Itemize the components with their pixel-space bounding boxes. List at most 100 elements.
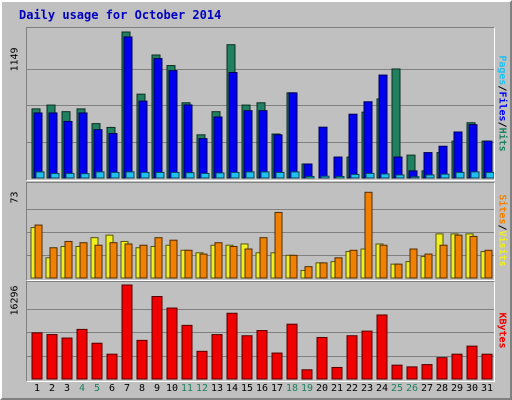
kbytes-bar-day-23 (361, 330, 373, 380)
kbytes-bar-day-17 (271, 352, 283, 380)
files-bar-day-12 (198, 138, 208, 179)
kbytes-bar-day-4 (76, 328, 88, 380)
kbytes-max-value: 16296 (9, 284, 21, 316)
usage-legend-text: Pages/Files/Hits (497, 55, 508, 151)
x-tick-label-day-1: 1 (33, 383, 41, 394)
pages-bar-day-15 (245, 171, 255, 179)
pages-bar-day-28 (440, 173, 450, 179)
sites-bar-day-31 (484, 249, 493, 279)
sites-bar-day-6 (109, 242, 118, 279)
legend-entry: / (496, 223, 508, 231)
kbytes-bar-day-5 (91, 342, 103, 380)
kbytes-bar-day-6 (106, 353, 118, 380)
x-tick-label-day-2: 2 (48, 383, 56, 394)
kbytes-bar-day-25 (391, 364, 403, 380)
pages-bar-day-20 (320, 175, 330, 179)
legend-entry: / (496, 121, 508, 128)
pages-bar-day-24 (380, 173, 390, 179)
files-bar-day-21 (333, 156, 343, 179)
x-tick-label-day-15: 15 (240, 383, 254, 394)
files-bar-day-16 (258, 110, 268, 179)
x-tick-label-day-17: 17 (270, 383, 284, 394)
files-bar-day-23 (363, 101, 373, 179)
files-bar-day-13 (213, 116, 223, 179)
kbytes-bar-day-24 (376, 314, 388, 380)
kbytes-bar-day-2 (46, 334, 58, 380)
pages-bar-day-14 (230, 171, 240, 179)
x-tick-label-day-26: 26 (405, 383, 419, 394)
kbytes-bar-day-27 (421, 364, 433, 380)
pages-bar-day-31 (485, 171, 494, 179)
files-bar-day-14 (228, 72, 238, 179)
pages-bar-day-10 (170, 171, 180, 179)
x-tick-label-day-19: 19 (300, 383, 314, 394)
pages-bar-day-7 (125, 171, 135, 179)
files-bar-day-1 (33, 112, 43, 179)
pages-bar-day-21 (335, 175, 345, 179)
x-tick-label-day-18: 18 (285, 383, 299, 394)
visits-max-value: 73 (9, 190, 21, 204)
files-bar-day-28 (438, 145, 448, 179)
pages-bar-day-1 (35, 171, 45, 179)
x-tick-label-day-3: 3 (63, 383, 71, 394)
usage-max-value: 1149 (9, 46, 21, 72)
files-bar-day-6 (108, 133, 118, 179)
kbytes-bar-day-8 (136, 339, 148, 380)
files-bar-day-11 (183, 104, 193, 179)
legend-entry: Sites (496, 193, 508, 224)
visits-legend-text: Sites/Visits (497, 194, 508, 266)
kbytes-bar-day-14 (226, 312, 238, 380)
legend-entry: Files (496, 90, 508, 122)
x-tick-label-day-11: 11 (180, 383, 194, 394)
pages-bar-day-23 (365, 172, 375, 179)
x-tick-label-day-8: 8 (138, 383, 146, 394)
sites-bar-day-5 (94, 244, 103, 279)
kbytes-plot (27, 284, 494, 380)
sites-bar-day-8 (139, 244, 148, 279)
files-bar-day-18 (288, 92, 298, 179)
kbytes-bar-day-19 (301, 369, 313, 380)
files-bar-day-7 (123, 36, 133, 179)
pages-bar-day-3 (65, 172, 75, 179)
x-tick-label-day-24: 24 (375, 383, 389, 394)
sites-bar-day-30 (469, 235, 478, 279)
sites-bar-day-13 (214, 242, 223, 279)
x-tick-label-day-20: 20 (315, 383, 329, 394)
legend-entry: Visits (496, 230, 508, 267)
usage-max-label: 1149 (5, 29, 25, 89)
kbytes-bar-day-31 (481, 353, 493, 380)
x-tick-label-day-25: 25 (390, 383, 404, 394)
sites-bar-day-2 (49, 247, 58, 279)
files-bar-day-27 (423, 152, 433, 179)
pages-bar-day-26 (410, 176, 420, 179)
pages-bar-day-12 (200, 172, 210, 179)
kbytes-legend: KBytes (494, 282, 510, 378)
legend-entry: Hits (496, 127, 508, 152)
kbytes-bar-day-1 (31, 332, 43, 380)
kbytes-bar-day-21 (331, 366, 343, 380)
pages-bar-day-16 (260, 171, 270, 179)
kbytes-bar-day-16 (256, 330, 268, 380)
sites-bar-day-24 (379, 244, 388, 279)
kbytes-bar-day-10 (166, 307, 178, 380)
sites-bar-day-28 (439, 244, 448, 279)
kbytes-bar-day-15 (241, 335, 253, 380)
files-bar-day-9 (153, 58, 163, 179)
x-tick-label-day-4: 4 (78, 383, 86, 394)
sites-bar-day-19 (304, 266, 313, 279)
kbytes-max-label: 16296 (5, 270, 25, 330)
pages-bar-day-6 (110, 171, 120, 179)
visits-panel (26, 182, 495, 281)
x-tick-label-day-28: 28 (435, 383, 449, 394)
usage-panel (26, 27, 495, 181)
kbytes-bar-day-28 (436, 357, 448, 380)
kbytes-bar-day-30 (466, 345, 478, 380)
pages-bar-day-11 (185, 172, 195, 179)
pages-bar-day-13 (215, 172, 225, 179)
sites-bar-day-21 (334, 257, 343, 279)
pages-bar-day-8 (140, 171, 150, 179)
pages-bar-day-30 (470, 171, 480, 179)
files-bar-day-30 (468, 124, 478, 179)
files-bar-day-20 (318, 126, 328, 179)
